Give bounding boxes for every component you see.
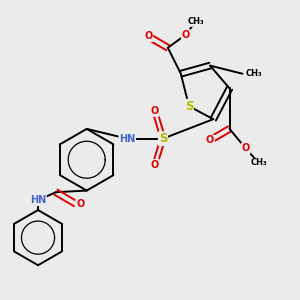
Text: O: O	[151, 106, 159, 116]
Text: CH₃: CH₃	[250, 158, 267, 167]
Text: O: O	[206, 135, 214, 145]
Text: O: O	[151, 160, 159, 170]
Text: HN: HN	[119, 134, 135, 144]
Text: CH₃: CH₃	[246, 69, 262, 78]
Text: S: S	[159, 132, 167, 145]
Text: HN: HN	[30, 195, 46, 205]
Text: O: O	[242, 143, 250, 153]
Text: O: O	[144, 32, 152, 41]
Text: CH₃: CH₃	[187, 17, 204, 26]
Text: S: S	[185, 100, 193, 113]
Text: O: O	[182, 30, 190, 40]
Text: O: O	[76, 199, 84, 208]
